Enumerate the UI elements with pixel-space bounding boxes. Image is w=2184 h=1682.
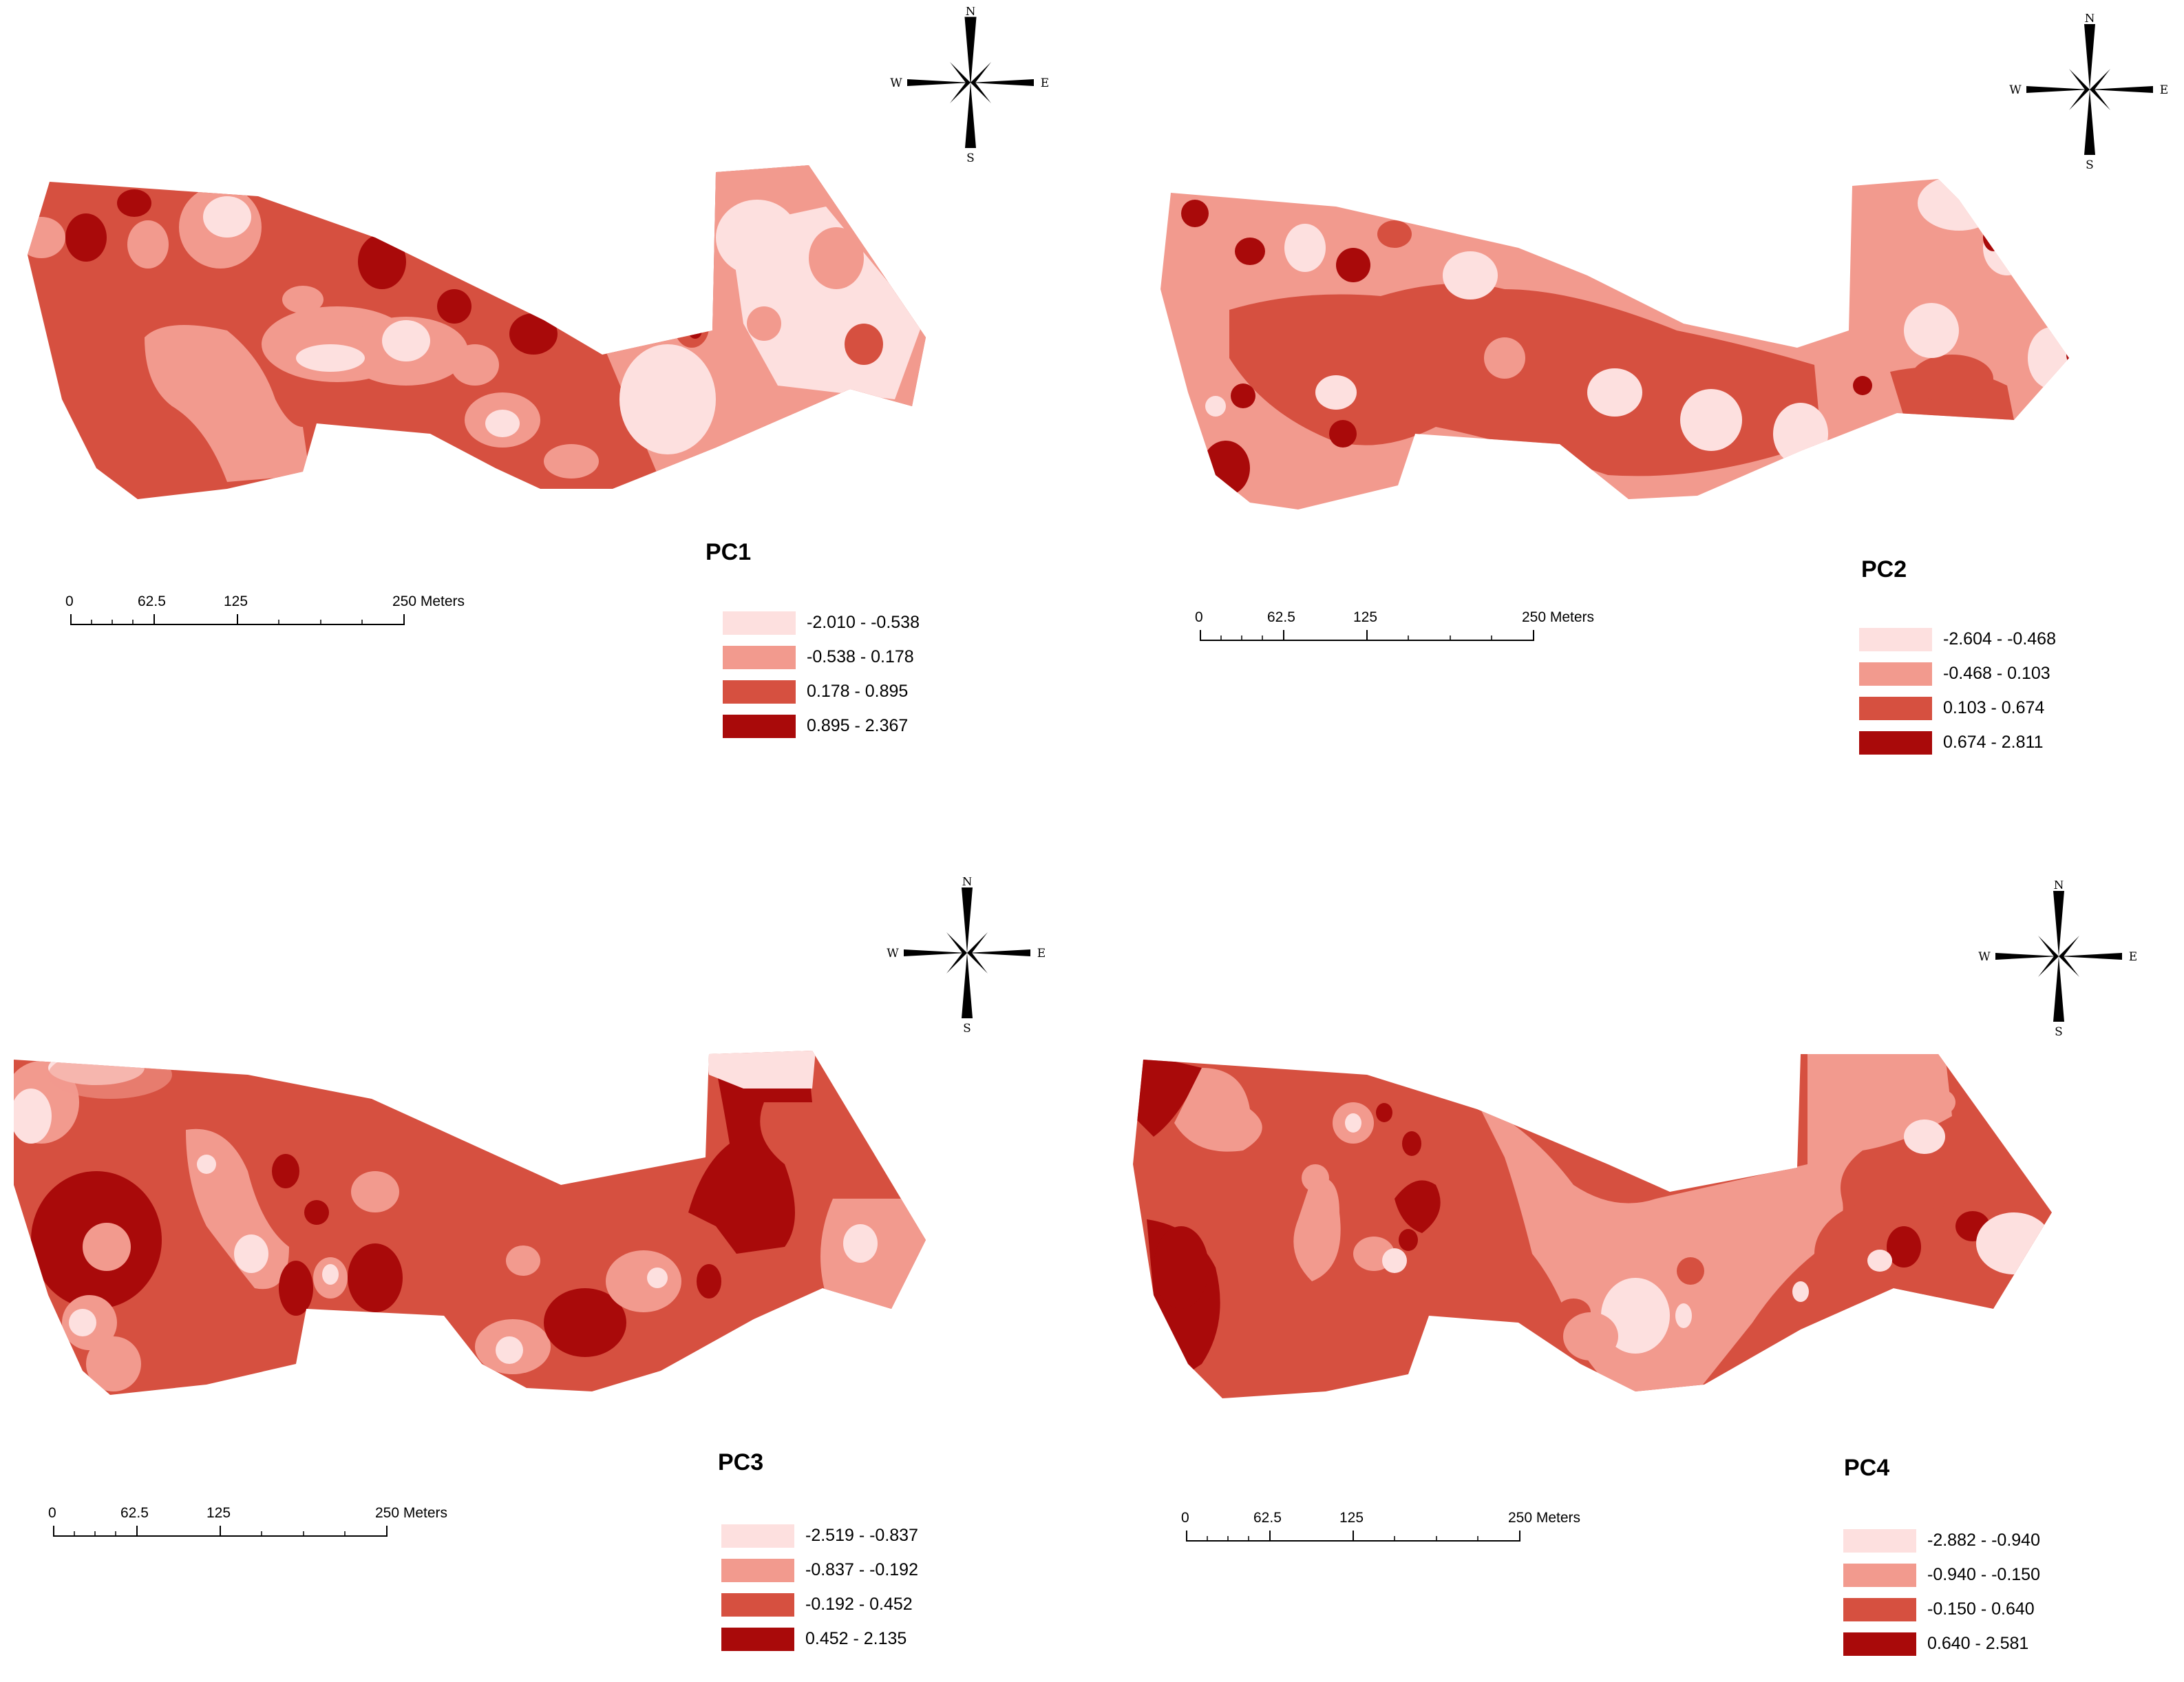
legend-label: -0.940 - -0.150 bbox=[1927, 1565, 2040, 1584]
legend-label: 0.103 - 0.674 bbox=[1943, 698, 2045, 717]
compass-w: W bbox=[1978, 950, 1991, 964]
compass-w: W bbox=[2009, 83, 2022, 97]
scale-bar: 0 62.5 125 250 Meters bbox=[1181, 1510, 1580, 1555]
legend-label: 0.640 - 2.581 bbox=[1927, 1634, 2029, 1653]
pc3-zones bbox=[14, 1051, 926, 1395]
scale-label-250: 250 Meters bbox=[392, 593, 465, 609]
compass-n: N bbox=[2085, 14, 2095, 25]
compass-e: E bbox=[1037, 947, 1046, 960]
legend-label: -0.192 - 0.452 bbox=[805, 1595, 913, 1614]
scale-label-62: 62.5 bbox=[1267, 609, 1295, 625]
panel-title: PC2 bbox=[1861, 556, 1907, 582]
legend-swatch bbox=[1859, 697, 1932, 720]
scale-label-0: 0 bbox=[48, 1505, 56, 1521]
legend-label: -2.882 - -0.940 bbox=[1927, 1531, 2040, 1550]
pc4-map bbox=[1133, 1054, 2052, 1398]
pc1-zones bbox=[28, 165, 926, 499]
legend-label: -0.150 - 0.640 bbox=[1927, 1599, 2035, 1619]
scale-label-125: 125 bbox=[224, 593, 248, 609]
compass-w: W bbox=[887, 947, 899, 960]
scale-bar: 0 62.5 125 250 Meters bbox=[48, 1505, 447, 1550]
legend-swatch bbox=[723, 611, 796, 635]
compass-s: S bbox=[2086, 158, 2094, 172]
legend-label: -2.519 - -0.837 bbox=[805, 1526, 918, 1545]
scale-label-0: 0 bbox=[65, 593, 74, 609]
panel-title: PC4 bbox=[1844, 1455, 1890, 1481]
panel-title: PC1 bbox=[706, 539, 752, 565]
compass-s: S bbox=[966, 151, 975, 165]
legend-swatch bbox=[723, 680, 796, 704]
compass-e: E bbox=[2129, 950, 2137, 964]
legend-swatch bbox=[721, 1524, 794, 1548]
legend-swatch bbox=[1843, 1529, 1916, 1553]
compass-s: S bbox=[2055, 1025, 2063, 1039]
pc1-map bbox=[28, 165, 926, 499]
legend-label: -0.538 - 0.178 bbox=[807, 647, 914, 666]
legend-label: -0.837 - -0.192 bbox=[805, 1560, 918, 1579]
legend-label: 0.674 - 2.811 bbox=[1943, 733, 2044, 752]
pc2-map bbox=[1160, 179, 2069, 509]
legend-swatch bbox=[721, 1628, 794, 1651]
legend-swatch bbox=[721, 1559, 794, 1582]
legend-swatch bbox=[723, 715, 796, 738]
scale-label-0: 0 bbox=[1181, 1510, 1189, 1526]
compass-e: E bbox=[1041, 76, 1049, 90]
legend-label: 0.452 - 2.135 bbox=[805, 1629, 907, 1648]
scale-label-0: 0 bbox=[1195, 609, 1203, 625]
pc4-zones bbox=[1133, 1054, 2052, 1398]
scale-label-250: 250 Meters bbox=[1508, 1510, 1581, 1526]
compass-s: S bbox=[963, 1022, 971, 1036]
compass-n: N bbox=[2054, 881, 2064, 892]
scale-label-250: 250 Meters bbox=[1522, 609, 1595, 625]
map-panel-pc3: N S W E PC3 0 62.5 125 250 Meters -2.519… bbox=[0, 841, 1092, 1681]
scale-label-62: 62.5 bbox=[138, 593, 166, 609]
scale-bar: 0 62.5 125 250 Meters bbox=[65, 593, 465, 638]
legend-swatch bbox=[723, 646, 796, 669]
scale-bar: 0 62.5 125 250 Meters bbox=[1195, 609, 1594, 654]
scale-label-125: 125 bbox=[206, 1505, 231, 1521]
legend-label: -2.604 - -0.468 bbox=[1943, 629, 2056, 649]
north-arrow-icon: N S W E bbox=[1976, 879, 2141, 1042]
scale-label-125: 125 bbox=[1339, 1510, 1364, 1526]
pc2-zones bbox=[1160, 179, 2069, 509]
legend-swatch bbox=[1859, 662, 1932, 686]
legend-swatch bbox=[1843, 1632, 1916, 1656]
legend-label: 0.895 - 2.367 bbox=[807, 716, 909, 735]
legend-label: -0.468 - 0.103 bbox=[1943, 664, 2050, 683]
scale-label-62: 62.5 bbox=[120, 1505, 149, 1521]
scale-label-62: 62.5 bbox=[1253, 1510, 1282, 1526]
legend-swatch bbox=[721, 1593, 794, 1617]
north-arrow-icon: N S W E bbox=[2007, 12, 2172, 176]
legend-swatch bbox=[1859, 731, 1932, 755]
legend-label: 0.178 - 0.895 bbox=[807, 682, 909, 701]
compass-n: N bbox=[962, 877, 973, 889]
map-panel-pc1: N S W E PC1 0 62.5 125 250 Meters -2.010… bbox=[0, 0, 1092, 841]
compass-w: W bbox=[890, 76, 902, 90]
legend-label: -2.010 - -0.538 bbox=[807, 613, 920, 632]
legend-swatch bbox=[1843, 1598, 1916, 1621]
pc3-map bbox=[14, 1051, 926, 1395]
scale-label-250: 250 Meters bbox=[375, 1505, 448, 1521]
compass-e: E bbox=[2160, 83, 2168, 97]
scale-label-125: 125 bbox=[1353, 609, 1378, 625]
north-arrow-icon: N S W E bbox=[888, 5, 1053, 169]
map-panel-pc4: N S W E PC4 0 62.5 125 250 Meters -2.882… bbox=[1092, 841, 2183, 1681]
map-panel-pc2: N S W E PC2 0 62.5 125 250 Meters -2.604… bbox=[1092, 0, 2183, 841]
legend-swatch bbox=[1843, 1564, 1916, 1587]
panel-title: PC3 bbox=[718, 1449, 764, 1475]
north-arrow-icon: N S W E bbox=[884, 875, 1050, 1039]
compass-n: N bbox=[966, 7, 976, 19]
legend-swatch bbox=[1859, 628, 1932, 651]
